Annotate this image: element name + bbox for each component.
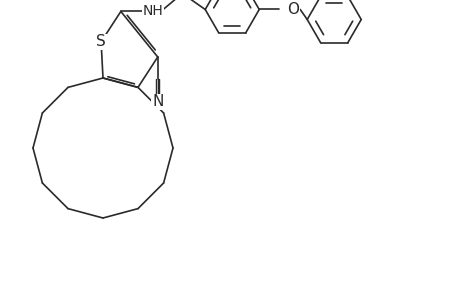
Text: NH: NH <box>142 4 163 18</box>
Text: N: N <box>152 94 163 110</box>
Text: S: S <box>96 34 106 49</box>
Text: O: O <box>286 2 298 17</box>
